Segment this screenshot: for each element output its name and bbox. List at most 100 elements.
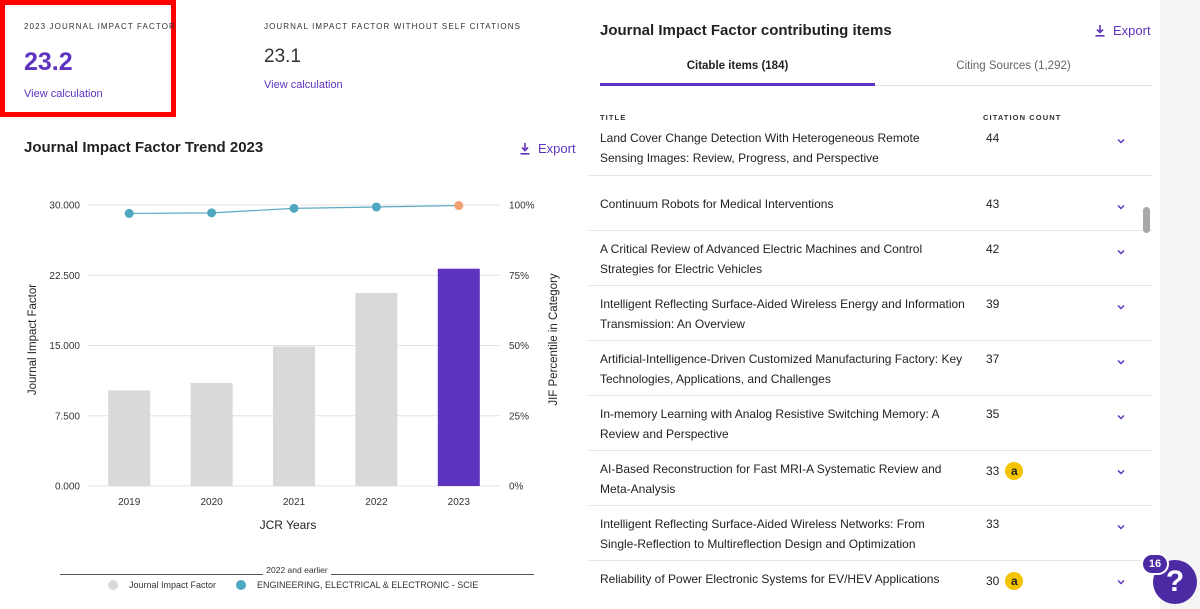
chevron-down-icon[interactable] <box>1116 573 1126 585</box>
row-citation-count: 33 <box>986 517 999 531</box>
chevron-down-icon[interactable] <box>1116 463 1126 475</box>
jif-value: 23.2 <box>24 48 73 76</box>
chevron-down-icon[interactable] <box>1116 408 1126 420</box>
row-title[interactable]: AI-Based Reconstruction for Fast MRI-A S… <box>600 462 942 496</box>
contributing-items-title: Journal Impact Factor contributing items <box>600 22 892 39</box>
legend-label-category: ENGINEERING, ELECTRICAL & ELECTRONIC - S… <box>257 580 479 590</box>
x-tick-label: 2021 <box>283 497 306 508</box>
table-row[interactable]: A Critical Review of Advanced Electric M… <box>588 231 1152 286</box>
percentile-point-2022[interactable] <box>371 202 381 212</box>
table-row[interactable]: Artificial-Intelligence-Driven Customize… <box>588 341 1152 396</box>
column-header-title[interactable]: TITLE <box>600 113 627 122</box>
row-title[interactable]: Intelligent Reflecting Surface-Aided Wir… <box>600 297 965 331</box>
list-scrollbar-track[interactable] <box>1142 128 1152 608</box>
bar-2023[interactable] <box>437 268 480 486</box>
citation-count-value: 30 <box>986 574 1000 588</box>
jif-view-calculation-link[interactable]: View calculation <box>24 88 103 100</box>
legend-item-jif[interactable]: Journal Impact Factor <box>108 580 216 590</box>
open-access-icon: a <box>1005 572 1024 590</box>
row-citation-count: 43 <box>986 197 999 211</box>
row-title[interactable]: A Critical Review of Advanced Electric M… <box>600 242 923 276</box>
highlight-box <box>0 0 176 117</box>
row-title[interactable]: Continuum Robots for Medical Interventio… <box>600 197 834 211</box>
table-row[interactable]: Continuum Robots for Medical Interventio… <box>588 176 1152 231</box>
row-citation-count: 42 <box>986 242 999 256</box>
tab-citable-items[interactable]: Citable items (184) <box>600 60 875 86</box>
y-right-axis-label: JIF Percentile in Category <box>548 273 560 406</box>
x-tick-label: 2019 <box>118 497 141 508</box>
table-row[interactable]: In-memory Learning with Analog Resistive… <box>588 396 1152 451</box>
table-row[interactable]: Reliability of Power Electronic Systems … <box>588 561 1152 609</box>
row-citation-count: 35 <box>986 407 999 421</box>
bar-2019[interactable] <box>108 390 151 486</box>
y-tick-label: 15.000 <box>49 341 80 352</box>
items-export-button[interactable]: Export <box>1095 23 1151 38</box>
chevron-down-icon[interactable] <box>1116 198 1126 210</box>
row-title[interactable]: In-memory Learning with Analog Resistive… <box>600 407 939 441</box>
y-right-tick-label: 100% <box>509 201 535 212</box>
download-icon <box>520 142 530 155</box>
x-tick-label: 2022 <box>365 497 388 508</box>
tab-citing-sources[interactable]: Citing Sources (1,292) <box>956 60 1071 72</box>
row-title[interactable]: Reliability of Power Electronic Systems … <box>600 572 940 586</box>
table-row[interactable]: Intelligent Reflecting Surface-Aided Wir… <box>588 286 1152 341</box>
legend-item-category[interactable]: ENGINEERING, ELECTRICAL & ELECTRONIC - S… <box>236 580 478 590</box>
chevron-down-icon[interactable] <box>1116 132 1126 144</box>
contributing-items-list: Land Cover Change Detection With Heterog… <box>588 128 1152 609</box>
legend-group-separator: 2022 and earlier <box>60 565 534 575</box>
column-header-citation-count[interactable]: CITATION COUNT <box>983 113 1062 122</box>
trend-export-label: Export <box>538 141 576 156</box>
y-right-tick-label: 50% <box>509 341 529 352</box>
row-citation-count: 33 a <box>986 462 1024 480</box>
y-tick-label: 30.000 <box>49 201 80 212</box>
row-title[interactable]: Land Cover Change Detection With Heterog… <box>600 131 920 165</box>
items-tabs: Citable items (184) Citing Sources (1,29… <box>600 60 1152 86</box>
legend-swatch-category <box>236 580 247 590</box>
citation-count-value: 33 <box>986 517 1000 531</box>
chart-legend: Journal Impact Factor ENGINEERING, ELECT… <box>108 580 498 590</box>
chevron-down-icon[interactable] <box>1116 518 1126 530</box>
bar-2020[interactable] <box>190 382 233 486</box>
jif-metric: 2023 JOURNAL IMPACT FACTOR 23.2 View cal… <box>24 22 176 100</box>
y-axis-label: Journal Impact Factor <box>27 284 39 395</box>
legend-swatch-jif <box>108 580 118 590</box>
citation-count-value: 39 <box>986 297 1000 311</box>
bar-2022[interactable] <box>355 293 398 486</box>
jif-wo-view-calculation-link[interactable]: View calculation <box>264 79 343 91</box>
chevron-down-icon[interactable] <box>1116 298 1126 310</box>
row-title[interactable]: Artificial-Intelligence-Driven Customize… <box>600 352 963 386</box>
chevron-down-icon[interactable] <box>1116 353 1126 365</box>
row-citation-count: 39 <box>986 297 999 311</box>
chevron-down-icon[interactable] <box>1116 243 1126 255</box>
citation-count-value: 37 <box>986 352 1000 366</box>
jif-trend-chart: 0.000 7.500 15.000 22.500 30.000 0% 25% 50% 75% 1… <box>27 201 560 533</box>
x-tick-label: 2023 <box>448 497 471 508</box>
table-row[interactable]: Land Cover Change Detection With Heterog… <box>588 128 1152 176</box>
x-tick-label: 2020 <box>200 497 223 508</box>
help-button[interactable]: ? <box>1153 560 1197 604</box>
row-title[interactable]: Intelligent Reflecting Surface-Aided Wir… <box>600 517 925 551</box>
y-tick-label: 7.500 <box>55 411 80 422</box>
row-citation-count: 30 a <box>986 572 1024 590</box>
legend-group-label: 2022 and earlier <box>266 565 328 575</box>
x-axis-label: JCR Years <box>260 518 317 532</box>
percentile-point-2021[interactable] <box>289 203 299 213</box>
list-scrollbar-thumb[interactable] <box>1143 207 1150 233</box>
items-export-label: Export <box>1113 23 1151 38</box>
bar-2021[interactable] <box>273 346 315 486</box>
citation-count-value: 42 <box>986 242 1000 256</box>
citation-count-value: 35 <box>986 407 1000 421</box>
row-citation-count: 44 <box>986 131 999 145</box>
percentile-point-2019[interactable] <box>124 208 134 218</box>
citation-count-value: 44 <box>986 131 1000 145</box>
help-badge-count: 16 <box>1141 553 1169 575</box>
table-row[interactable]: AI-Based Reconstruction for Fast MRI-A S… <box>588 451 1152 506</box>
jif-wo-label: JOURNAL IMPACT FACTOR WITHOUT SELF CITAT… <box>264 22 522 31</box>
table-row[interactable]: Intelligent Reflecting Surface-Aided Wir… <box>588 506 1152 561</box>
percentile-point-2020[interactable] <box>207 208 217 218</box>
open-access-icon: a <box>1005 462 1024 480</box>
download-icon <box>1095 24 1105 37</box>
row-citation-count: 37 <box>986 352 999 366</box>
trend-export-button[interactable]: Export <box>520 141 576 156</box>
percentile-point-2023[interactable] <box>454 201 464 211</box>
